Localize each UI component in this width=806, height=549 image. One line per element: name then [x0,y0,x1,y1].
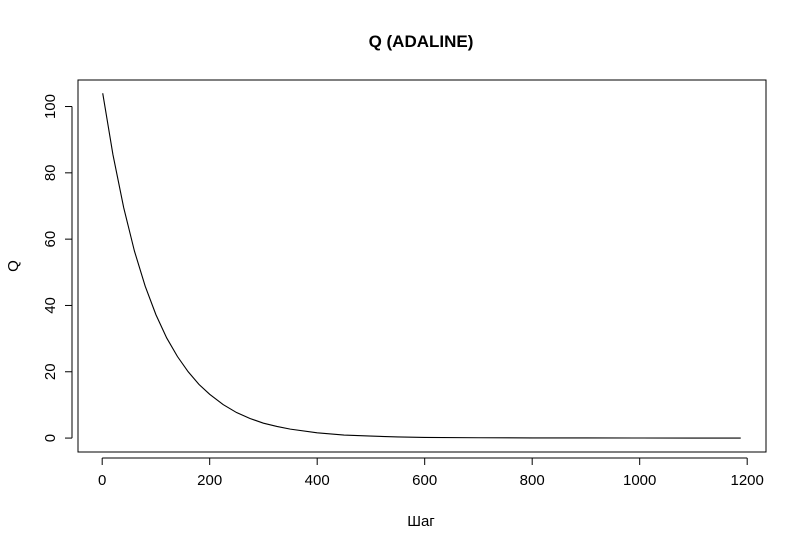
x-tick-label: 600 [412,472,437,489]
y-tick-label: 20 [42,363,59,380]
x-axis: 0 200 400 600 800 1000 1200 [98,457,764,489]
y-tick-label: 100 [42,94,59,119]
series-line [102,93,741,439]
x-tick-label: 1200 [731,472,764,489]
x-tick-label: 800 [520,472,545,489]
y-axis-label: Q [5,260,22,272]
x-axis-label: Шаг [407,513,435,530]
y-axis: 0 20 40 60 80 100 [42,94,73,442]
x-tick-label: 400 [305,472,330,489]
x-tick-label: 0 [98,472,106,489]
y-tick-label: 0 [42,434,59,442]
y-tick-label: 80 [42,164,59,181]
y-tick-label: 40 [42,297,59,314]
x-tick-label: 1000 [623,472,656,489]
y-tick-label: 60 [42,231,59,248]
plot-frame [77,79,767,453]
chart-title: Q (ADALINE) [369,32,474,51]
x-tick-label: 200 [197,472,222,489]
